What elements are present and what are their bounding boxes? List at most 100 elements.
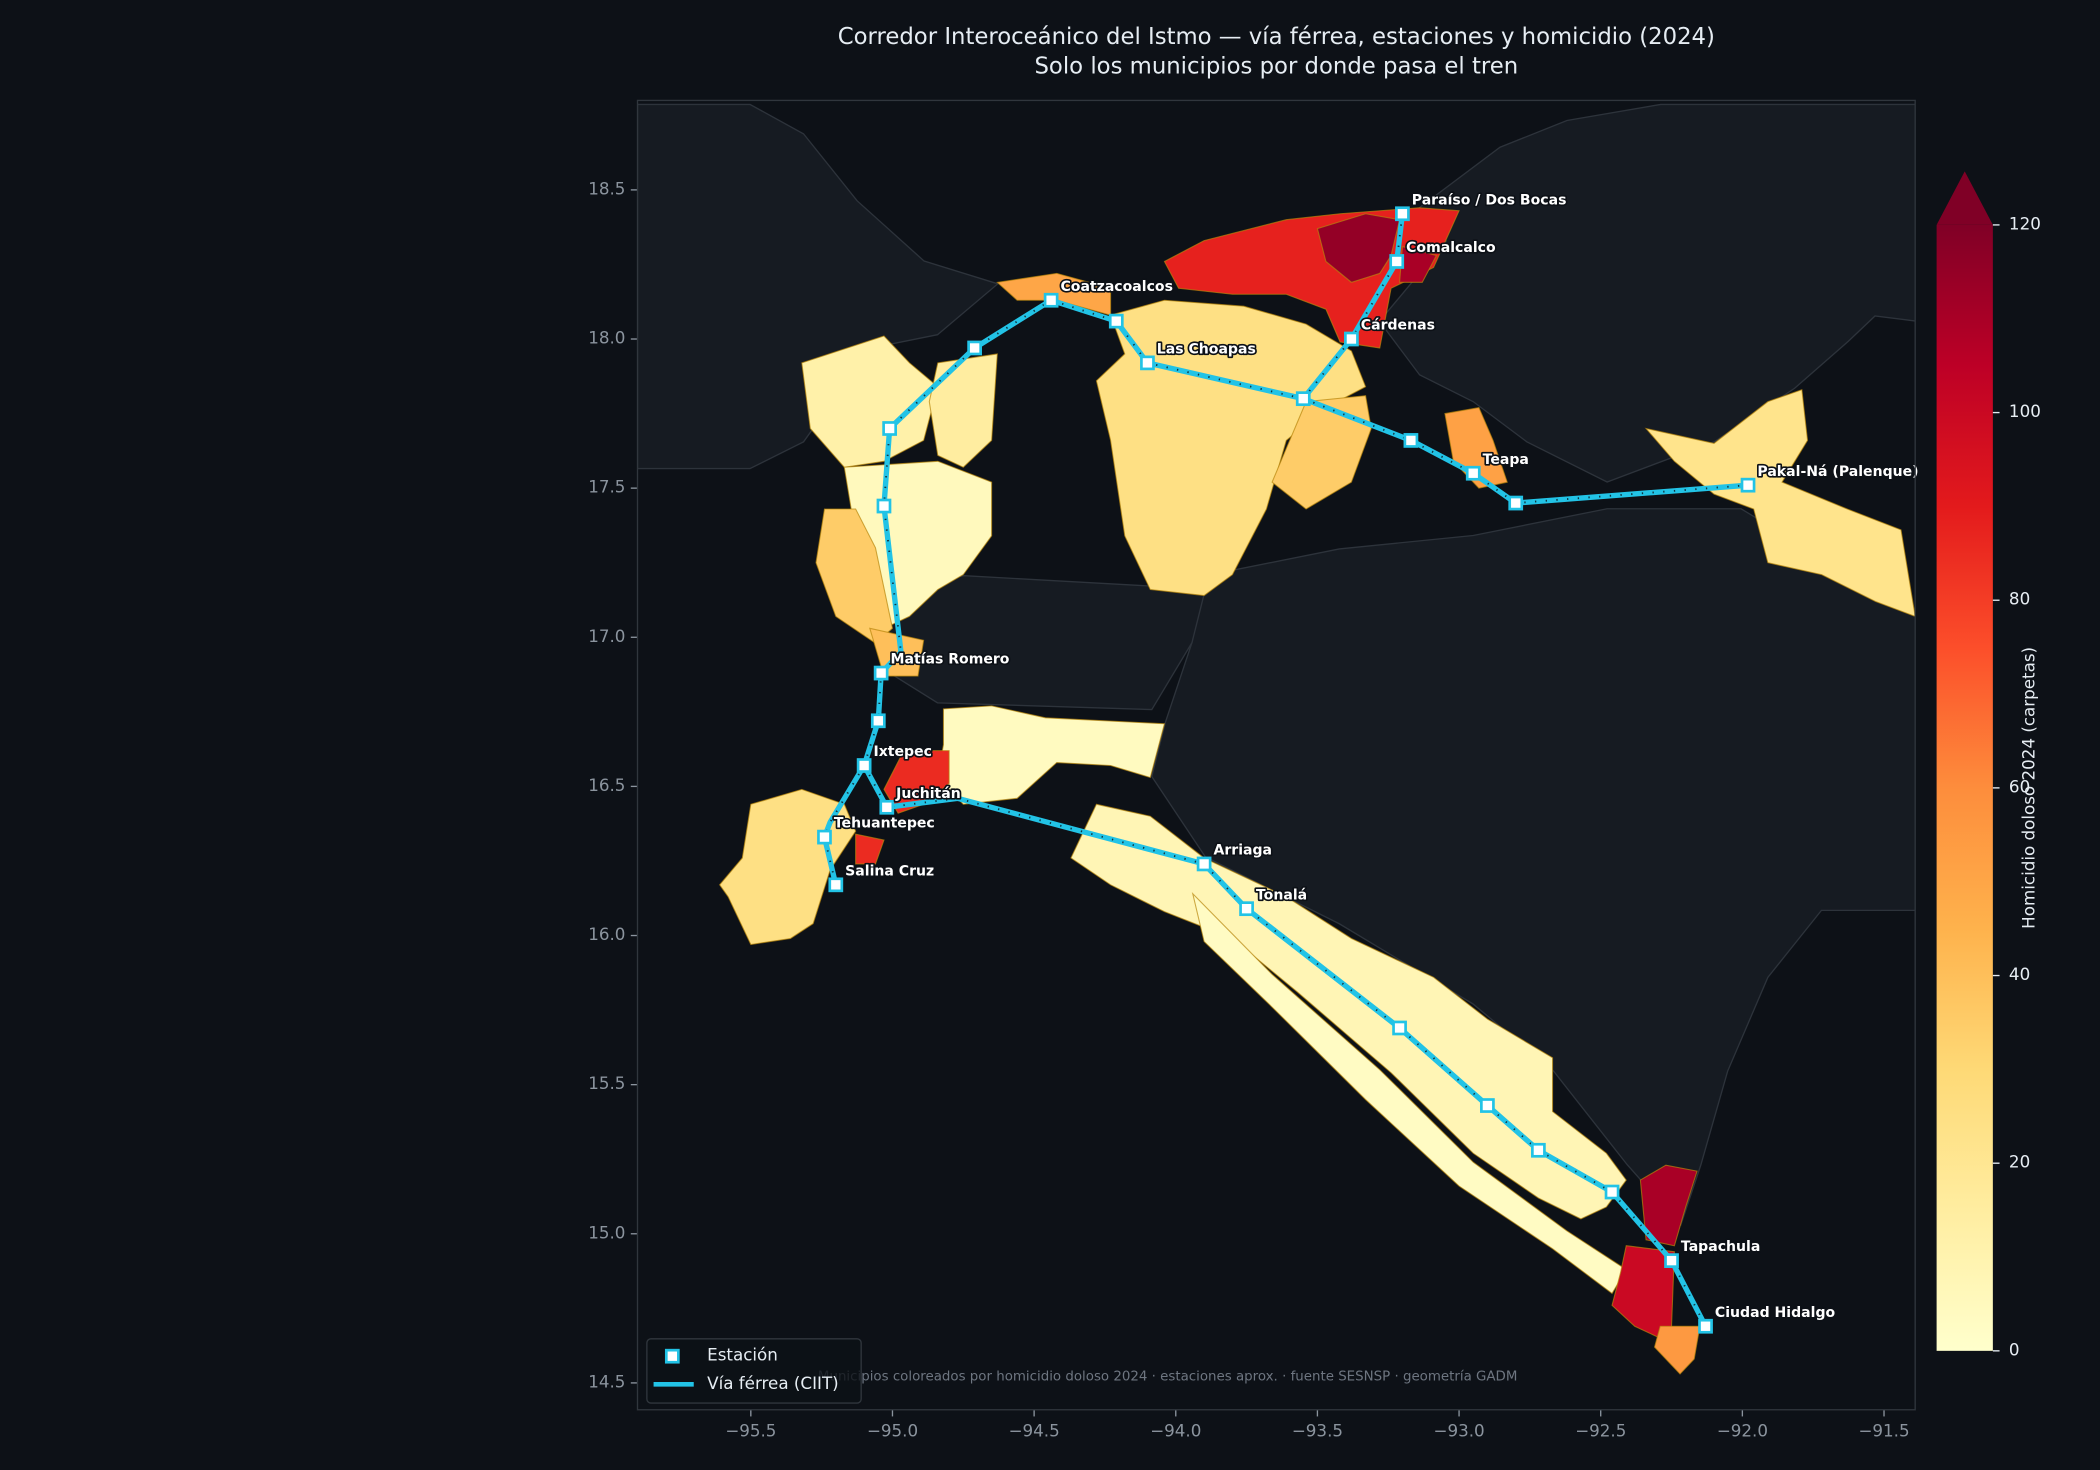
x-tick-label: −94.5: [1008, 1421, 1059, 1441]
station-label: Comalcalco: [1406, 240, 1496, 256]
municipality: [855, 833, 885, 865]
station-marker: [1295, 391, 1311, 407]
station-marker: [870, 713, 886, 729]
station-marker: [873, 665, 889, 681]
colorbar-tick-label: 20: [2009, 1152, 2030, 1172]
colorbar-tick-label: 0: [2009, 1339, 2020, 1359]
colorbar-tick-label: 40: [2009, 964, 2030, 984]
land: [1151, 508, 1916, 1227]
station-marker: [1740, 477, 1756, 493]
colorbar: 0 20 40 60 80 100 120 Homicidio doloso 2024 (ca…: [1936, 171, 2041, 1359]
y-tick-label: 16.5: [588, 775, 625, 795]
station-marker: [1108, 313, 1124, 329]
station-marker: [1043, 292, 1059, 308]
municipality: [718, 788, 857, 946]
y-tick-label: 14.5: [588, 1371, 625, 1391]
station-marker: [1531, 1142, 1546, 1158]
y-tick-label: 18.0: [588, 328, 625, 348]
colorbar-extend: [1936, 171, 1993, 225]
station-marker: [1140, 355, 1155, 371]
station-label: Arriaga: [1213, 843, 1272, 859]
colorbar-label: Homicidio doloso 2024 (carpetas): [2018, 647, 2038, 929]
y-tick-label: 16.0: [588, 924, 625, 944]
station-label: Paraíso / Dos Bocas: [1412, 192, 1567, 208]
stations: Paraíso / Dos Bocas Comalcalco Cárdenas Las…: [817, 191, 1920, 1334]
y-tick-label: 17.0: [588, 626, 625, 646]
municipalities: [718, 207, 1916, 1375]
station-marker: [1239, 901, 1254, 917]
station-marker: [1389, 254, 1405, 269]
station-label: Ciudad Hidalgo: [1715, 1305, 1836, 1321]
municipality: [1271, 395, 1372, 510]
station-label: Juchitán: [895, 786, 961, 802]
station-marker: [817, 829, 832, 845]
x-tick-label: −93.0: [1433, 1421, 1484, 1441]
station-label: Tehuantepec: [834, 816, 935, 832]
municipality: [1398, 245, 1438, 283]
station-marker: [1465, 465, 1481, 481]
station-label: Cárdenas: [1361, 318, 1435, 334]
station-marker: [879, 799, 895, 815]
y-tick-label: 15.5: [588, 1073, 625, 1093]
municipality: [1639, 1164, 1698, 1247]
station-label: Tonalá: [1256, 887, 1307, 903]
station-marker: [856, 758, 872, 773]
station-label: Matías Romero: [891, 652, 1010, 668]
x-tick-label: −92.0: [1717, 1421, 1768, 1441]
colorbar-tick-label: 80: [2009, 589, 2030, 609]
land: [637, 103, 1000, 470]
municipality: [1653, 1325, 1701, 1375]
station-label: Coatzacoalcos: [1060, 279, 1172, 295]
station-label: Las Choapas: [1157, 342, 1256, 358]
municipality: [928, 353, 998, 468]
station-label: Teapa: [1483, 452, 1529, 468]
station-marker: [1480, 1098, 1495, 1113]
x-tick-label: −94.0: [1150, 1421, 1201, 1441]
x-tick-label: −93.5: [1292, 1421, 1343, 1441]
municipality: [1191, 892, 1627, 1295]
colorbar-tick-label: 100: [2009, 401, 2041, 421]
legend-station-marker: [664, 1348, 680, 1364]
station-marker: [882, 421, 898, 436]
land: [1378, 103, 1916, 483]
station-marker: [1698, 1318, 1713, 1334]
axes: −95.5 −95.0 −94.5 −94.0 −93.5 −93.0 −92.5 −92.0…: [588, 178, 1909, 1440]
y-tick-label: 17.5: [588, 477, 625, 497]
colorbar-tick-label: 120: [2009, 213, 2041, 233]
legend-label: Estación: [707, 1345, 778, 1365]
y-tick-label: 18.5: [588, 178, 625, 198]
y-tick-label: 15.0: [588, 1222, 625, 1242]
x-tick-label: −92.5: [1575, 1421, 1626, 1441]
municipality: [1316, 213, 1401, 283]
station-marker: [1395, 206, 1410, 222]
station-marker: [828, 877, 844, 893]
station-marker: [876, 498, 892, 514]
chart-title: Corredor Interoceánico del Istmo — vía f…: [838, 24, 1715, 50]
municipality: [801, 335, 939, 468]
land-layer: [637, 103, 1916, 1227]
municipality: [1644, 388, 1916, 617]
x-tick-label: −95.0: [867, 1421, 918, 1441]
x-tick-label: −91.5: [1858, 1421, 1909, 1441]
footnote: Municipios coloreados por homicidio dolo…: [818, 1368, 1517, 1384]
station-label: Salina Cruz: [845, 863, 934, 879]
station-marker: [1344, 331, 1359, 347]
station-marker: [1508, 495, 1524, 511]
legend-box: [646, 1338, 862, 1404]
municipality: [869, 627, 925, 677]
station-label: Pakal-Ná (Palenque): [1757, 464, 1918, 480]
station-label: Tapachula: [1681, 1239, 1760, 1255]
chart-subtitle: Solo los municipios por donde pasa el tr…: [1034, 54, 1518, 80]
legend-label: Vía férrea (CIIT): [707, 1373, 839, 1393]
station-marker: [1604, 1184, 1620, 1200]
station-marker: [1196, 856, 1212, 872]
plot-frame: [636, 99, 1916, 1411]
colorbar-scale: [1936, 224, 1993, 1351]
station-label: Ixtepec: [874, 744, 932, 760]
station-marker: [967, 340, 982, 356]
station-marker: [1403, 433, 1419, 448]
municipality: [1095, 299, 1367, 597]
colorbar-tick-label: 60: [2009, 776, 2030, 796]
station-marker: [1664, 1253, 1679, 1268]
